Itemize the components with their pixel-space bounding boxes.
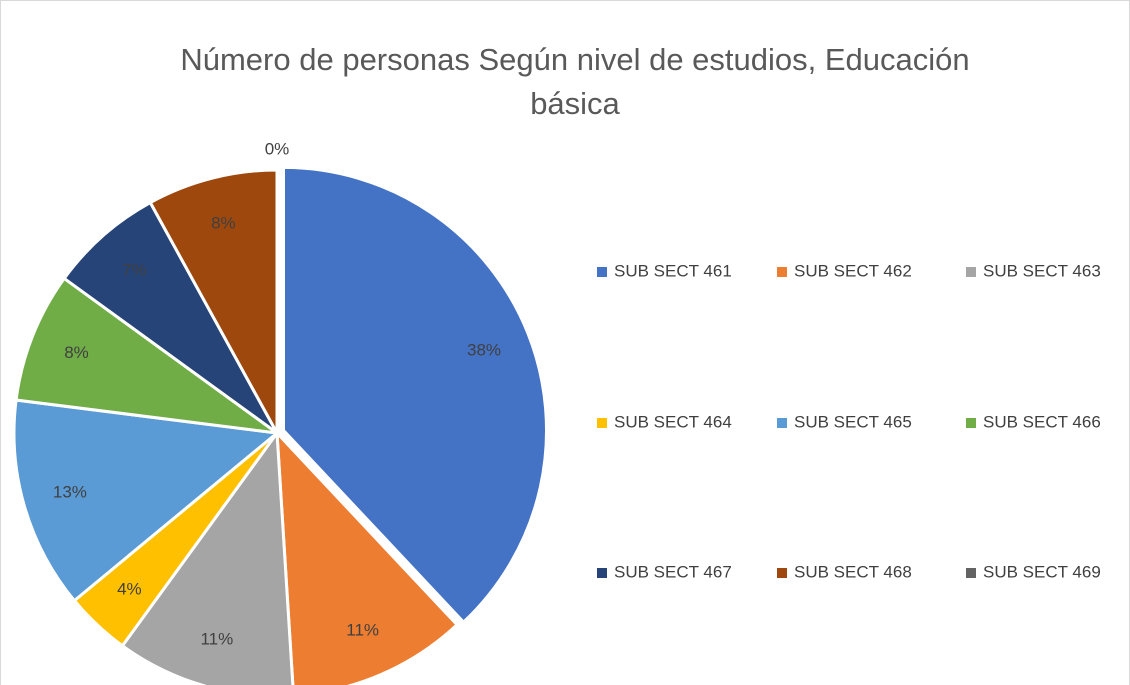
legend-label: SUB SECT 461: [614, 261, 732, 280]
legend-swatch: [966, 267, 976, 277]
pie-slice: [120, 428, 295, 685]
data-label: 0%: [265, 139, 290, 158]
data-label: 11%: [200, 630, 233, 649]
legend-label: SUB SECT 464: [614, 412, 732, 431]
legend-swatch: [966, 568, 976, 578]
legend-label: SUB SECT 468: [794, 562, 912, 581]
legend-label: SUB SECT 469: [983, 562, 1101, 581]
pie-slice: [14, 276, 278, 435]
legend-label: SUB SECT 466: [983, 412, 1101, 431]
data-label: 38%: [467, 341, 501, 360]
legend-swatch: [777, 568, 787, 578]
legend-swatch: [966, 418, 976, 428]
pie-slice: [12, 398, 281, 603]
data-label: 4%: [117, 580, 142, 599]
legend-swatch: [597, 568, 607, 578]
legend-swatch: [597, 418, 607, 428]
pie-slice: [282, 165, 549, 625]
pie-slice: [275, 428, 460, 685]
legend-label: SUB SECT 465: [794, 412, 912, 431]
data-label: 13%: [53, 483, 87, 502]
chart-title: Número de personas Según nivel de estudi…: [180, 42, 970, 121]
legend-swatch: [597, 267, 607, 277]
data-label: 11%: [346, 620, 379, 639]
data-label: 8%: [64, 343, 89, 362]
data-label: 8%: [211, 214, 236, 233]
legend-label: SUB SECT 462: [794, 261, 912, 280]
legend-label: SUB SECT 467: [614, 562, 732, 581]
pie-slice: [148, 168, 279, 434]
pie-slice: [62, 200, 279, 435]
legend-swatch: [777, 418, 787, 428]
legend-swatch: [777, 267, 787, 277]
data-label: 7%: [122, 261, 147, 280]
legend-label: SUB SECT 463: [983, 261, 1101, 280]
